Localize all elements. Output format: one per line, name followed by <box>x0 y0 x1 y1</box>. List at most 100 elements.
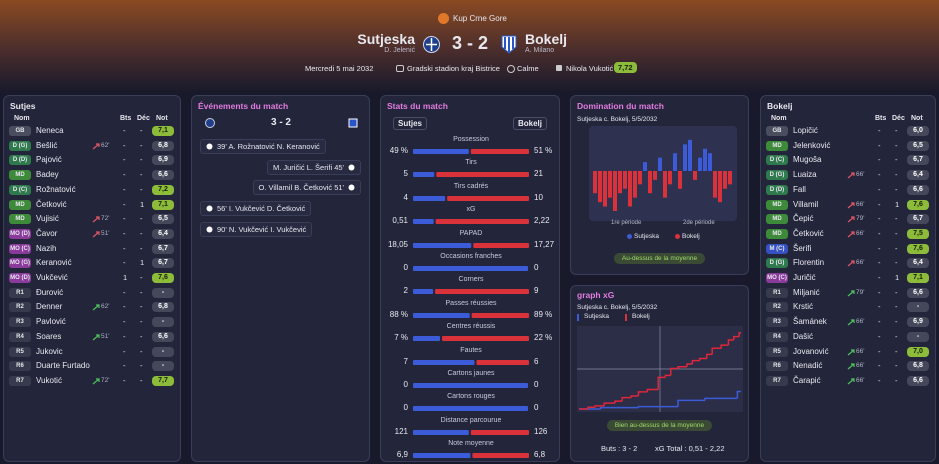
assists: - <box>895 317 898 327</box>
assists: - <box>140 273 143 282</box>
player-name: Vujisić <box>36 214 59 224</box>
stat-bar <box>413 219 529 225</box>
lineup-panel: Sutjes Nom Bts Déc Not GB Neneca - -7,1 D (G) Bešl… <box>3 95 181 462</box>
rating: 6,6 <box>152 170 174 181</box>
position-badge: R3 <box>766 317 788 328</box>
goals: - <box>878 317 881 327</box>
sub-arrow <box>847 172 855 179</box>
stat-bar <box>413 266 528 271</box>
position-badge: R7 <box>9 375 31 386</box>
sub-arrow <box>847 378 855 385</box>
position-badge: D (G) <box>766 258 788 269</box>
goals: - <box>878 184 881 194</box>
xg-step <box>677 399 705 407</box>
rating: - <box>152 361 174 372</box>
column-header: Déc <box>137 115 150 122</box>
rating: 6,4 <box>907 170 929 181</box>
position-badge: GB <box>9 126 31 136</box>
home-bar <box>413 312 470 318</box>
player-name: Neneca <box>36 126 64 135</box>
sub-minute: 66' <box>856 200 865 208</box>
player-name: Denner <box>36 302 63 312</box>
home-value: 49 % <box>389 146 408 155</box>
assists: - <box>140 331 143 341</box>
goals: - <box>123 258 126 268</box>
xg-step <box>587 406 596 409</box>
ball <box>206 205 213 212</box>
sub-minute: 62' <box>101 141 110 149</box>
stat-label: PAPAD <box>459 229 483 237</box>
away-team-tag: Bokelj <box>512 117 547 130</box>
domination-subtitle: Sutjeska c. Bokelj, 5/5/2032 <box>577 116 658 123</box>
player-name: Nazih <box>36 243 57 253</box>
rating: - <box>907 302 929 313</box>
stat-label: Corners <box>458 276 484 284</box>
sub-minute: 66' <box>856 362 865 370</box>
player-name: Četković <box>793 228 824 238</box>
domination-bar <box>628 171 632 207</box>
home-value: 2 <box>403 286 408 296</box>
away-value: 0 <box>534 403 539 413</box>
goals: - <box>123 140 126 150</box>
xg-chart <box>577 326 743 412</box>
home-value: 88 % <box>389 309 408 319</box>
xg-step <box>637 405 678 408</box>
position-badge: R6 <box>9 361 31 372</box>
position-badge: R4 <box>9 331 31 342</box>
events-score: 3 - 2 <box>270 117 291 128</box>
position-badge: R1 <box>9 287 31 298</box>
position-badge: R6 <box>766 361 788 372</box>
crest <box>205 118 215 128</box>
assists: - <box>140 287 143 297</box>
domination-bar <box>603 171 607 207</box>
away-team: Bokelj <box>525 31 568 47</box>
position-badge: R7 <box>766 375 788 386</box>
home-bar <box>413 219 434 225</box>
xg-step <box>657 376 666 390</box>
stat-bar <box>413 336 529 342</box>
event-text: 56' I. Vukčević D. Četković <box>217 204 306 214</box>
player-name: Lopičić <box>793 126 818 135</box>
rating: 7,6 <box>907 199 929 210</box>
player-name: Duarte Furtado <box>36 361 90 371</box>
xg-step <box>664 374 671 378</box>
stat-label: xG <box>466 206 476 214</box>
match-date: Mercredi 5 mai 2032 <box>305 64 374 73</box>
column-header: Bts <box>875 115 887 122</box>
home-value: 6,9 <box>396 450 408 460</box>
arrow <box>847 201 855 208</box>
event: M. Juričić L. Šerifi 45' <box>266 159 361 175</box>
home-value: 7 % <box>394 333 408 343</box>
player-name: Jelenković <box>793 140 831 150</box>
goals: - <box>123 361 126 371</box>
home-bar <box>413 172 435 178</box>
events-title: Événements du match <box>198 101 289 111</box>
weather-icon <box>507 65 515 73</box>
sub-arrow <box>847 348 855 355</box>
away-bar <box>473 242 529 248</box>
domination-bar <box>663 171 667 198</box>
rating: 6,9 <box>907 317 929 328</box>
column-header: Not <box>156 115 168 122</box>
stat-bar <box>413 383 528 388</box>
xg-step <box>686 363 693 367</box>
event: 56' I. Vukčević D. Četković <box>200 201 312 217</box>
stat-label: Occasions franches <box>440 253 502 260</box>
column-header: Déc <box>892 115 905 122</box>
assists: - <box>895 228 898 238</box>
position-badge: MO (C) <box>9 243 31 254</box>
domination-bar <box>673 153 677 171</box>
home-crest <box>205 118 215 128</box>
home-team-tag: Sutjes <box>393 117 428 130</box>
rating: 7,6 <box>907 243 929 254</box>
home-bar <box>413 195 446 201</box>
goal-icon <box>348 184 355 191</box>
pill-text: Bien au-dessus de la moyenne <box>614 422 705 429</box>
assists: - <box>895 243 898 253</box>
xg-step <box>621 396 632 402</box>
stat-label: Passes réussies <box>445 299 497 307</box>
position-badge: MD <box>9 170 31 181</box>
sub-minute: 66' <box>856 259 865 267</box>
arrow <box>847 319 855 326</box>
stat-label: Centres réussis <box>446 323 496 331</box>
